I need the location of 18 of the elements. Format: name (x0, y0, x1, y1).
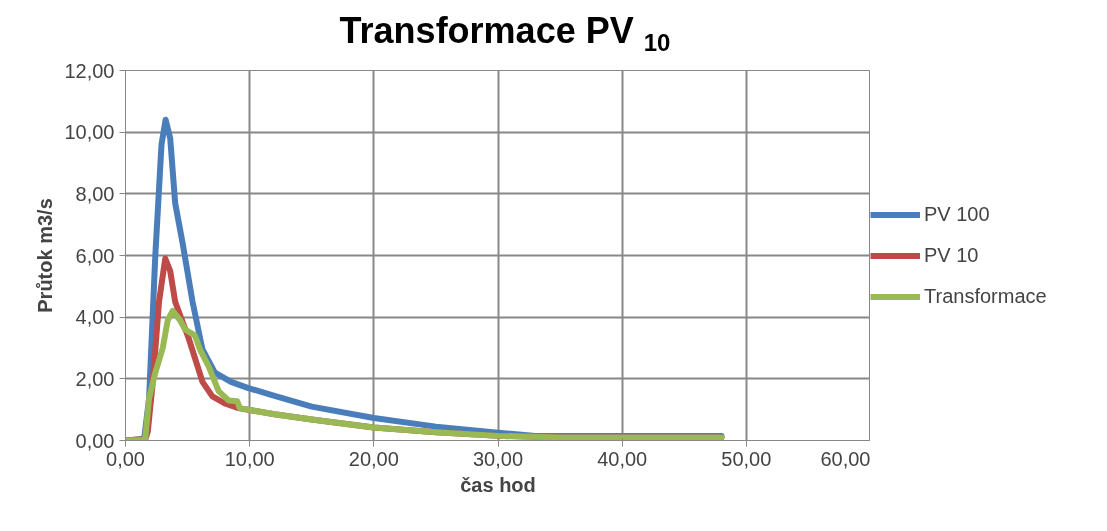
y-tick-label: 8,00 (75, 182, 115, 205)
y-tick-label: 6,00 (75, 244, 115, 267)
x-axis-title: čas hod (460, 473, 536, 496)
x-tick-label: 20,00 (348, 447, 399, 470)
x-tick-label: 50,00 (721, 447, 772, 470)
legend-label: Transformace (924, 284, 1047, 308)
y-axis-title: Průtok m3/s (34, 198, 57, 313)
y-tick-label: 2,00 (75, 367, 115, 390)
y-tick-label: 4,00 (75, 306, 115, 329)
legend-label: PV 10 (924, 243, 979, 267)
x-tick-label: 30,00 (472, 447, 524, 470)
x-tick-label: 60,00 (820, 447, 871, 470)
x-tick-label: 40,00 (597, 447, 648, 470)
legend-label: PV 100 (924, 202, 990, 226)
chart-title: Transformace PV $_{10}$ (338, 9, 672, 59)
x-tick-label: 10,00 (224, 447, 275, 470)
y-tick-label: 12,00 (64, 59, 115, 82)
y-tick-label: 10,00 (64, 121, 115, 144)
